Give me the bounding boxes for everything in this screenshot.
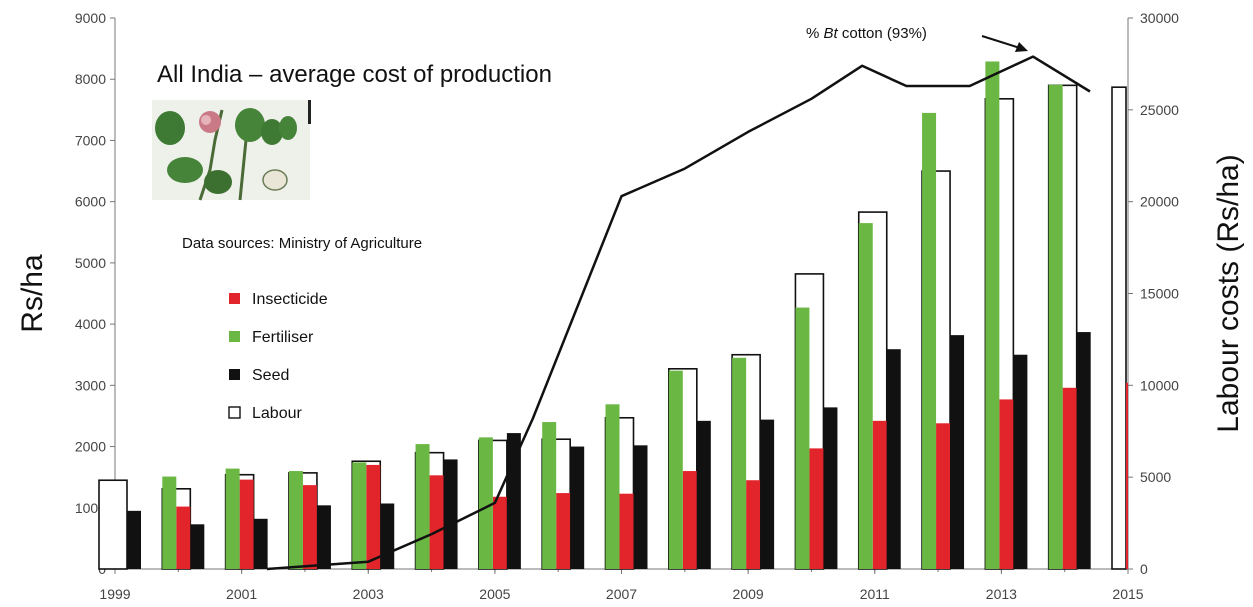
bar-seed	[696, 420, 711, 569]
bar-insecticide	[239, 479, 254, 569]
legend-swatch-insecticide	[229, 293, 240, 304]
bar-fertiliser	[225, 468, 240, 569]
bar-insecticide	[746, 480, 761, 569]
bar-seed	[1076, 332, 1091, 569]
y2-tick-label: 0	[1140, 561, 1148, 577]
bar-fertiliser	[478, 437, 493, 569]
legend-swatch-labour	[228, 406, 241, 419]
bar-seed	[950, 335, 965, 569]
cotton-plant-illustration	[152, 100, 311, 201]
bar-fertiliser	[795, 307, 810, 569]
bar-seed	[1013, 354, 1028, 569]
y-tick-label: 5000	[75, 255, 106, 271]
bar-fertiliser	[922, 112, 937, 570]
x-tick-label: 2007	[606, 586, 637, 602]
bar-labour	[1111, 86, 1127, 570]
y-tick-label: 8000	[75, 71, 106, 87]
bar-fertiliser	[668, 370, 683, 569]
y-tick-label: 4000	[75, 316, 106, 332]
bar-seed	[760, 419, 775, 569]
bt-cotton-line	[266, 55, 1091, 571]
y-axis-title: Rs/ha	[16, 254, 49, 333]
bar-fertiliser	[985, 61, 1000, 570]
y-tick-label: 2000	[75, 439, 106, 455]
bar-insecticide	[872, 420, 887, 569]
x-tick-label: 2003	[353, 586, 384, 602]
bar-fertiliser	[542, 422, 557, 569]
y-tick-label: 9000	[75, 10, 106, 26]
x-tick-label: 2005	[479, 586, 510, 602]
bar-fertiliser	[1048, 84, 1063, 569]
bar-fertiliser	[162, 476, 177, 569]
bar-insecticide	[936, 423, 951, 569]
data-source-note: Data sources: Ministry of Agriculture	[182, 235, 422, 252]
bar-fertiliser	[288, 471, 303, 569]
bar-insecticide	[429, 475, 444, 569]
bar-insecticide	[492, 496, 507, 569]
y-tick-label: 7000	[75, 132, 106, 148]
annotation-arrow-head	[1015, 42, 1028, 52]
chart-title: All India – average cost of production	[157, 61, 552, 88]
bar-seed	[633, 445, 648, 569]
legend-label-insecticide: Insecticide	[252, 291, 328, 308]
bar-seed	[823, 407, 838, 569]
bar-fertiliser	[605, 404, 620, 569]
bar-seed	[443, 459, 458, 569]
legend-label-labour: Labour	[252, 405, 302, 422]
y2-tick-label: 20000	[1140, 194, 1179, 210]
bar-insecticide	[302, 485, 317, 569]
legend-swatch-fertiliser	[229, 331, 240, 342]
y2-tick-label: 30000	[1140, 10, 1179, 26]
bar-seed	[253, 518, 268, 569]
bar-seed	[380, 503, 395, 569]
bar-insecticide	[999, 399, 1014, 569]
bar-fertiliser	[858, 223, 873, 569]
bar-insecticide	[809, 448, 824, 569]
bar-seed	[886, 349, 901, 569]
bar-fertiliser	[352, 462, 367, 569]
legend-label-fertiliser: Fertiliser	[252, 329, 314, 346]
x-tick-label: 2009	[733, 586, 764, 602]
y2-axis-title: Labour costs (Rs/ha)	[1212, 154, 1245, 432]
y-tick-label: 3000	[75, 377, 106, 393]
bar-seed	[506, 433, 521, 569]
y2-tick-label: 5000	[1140, 469, 1171, 485]
bar-fertiliser	[732, 357, 747, 569]
y2-tick-label: 10000	[1140, 377, 1179, 393]
legend-label-seed: Seed	[252, 367, 289, 384]
legend-swatch-seed	[229, 369, 240, 380]
bar-seed	[190, 524, 205, 569]
bar-insecticide	[682, 471, 697, 569]
annotation-arrow-shaft	[981, 35, 1021, 49]
y-tick-label: 6000	[75, 194, 106, 210]
bar-seed	[570, 446, 585, 569]
bar-insecticide	[619, 493, 634, 569]
bar-fertiliser	[415, 444, 430, 569]
y2-tick-label: 15000	[1140, 286, 1179, 302]
bar-insecticide	[556, 493, 571, 569]
bar-insecticide	[1062, 387, 1077, 569]
bar-insecticide	[366, 464, 381, 569]
bar-seed	[127, 510, 141, 569]
x-tick-label: 2015	[1112, 586, 1143, 602]
x-tick-label: 1999	[99, 586, 130, 602]
x-tick-label: 2011	[860, 586, 890, 602]
bar-insecticide	[176, 506, 191, 569]
x-tick-label: 2001	[226, 586, 257, 602]
bar-insecticide	[1126, 382, 1128, 569]
x-tick-label: 2013	[986, 586, 1017, 602]
bar-labour	[98, 479, 128, 570]
y2-tick-label: 25000	[1140, 102, 1179, 118]
bar-seed	[316, 505, 331, 569]
bt-cotton-annotation: % Bt cotton (93%)	[806, 25, 927, 42]
